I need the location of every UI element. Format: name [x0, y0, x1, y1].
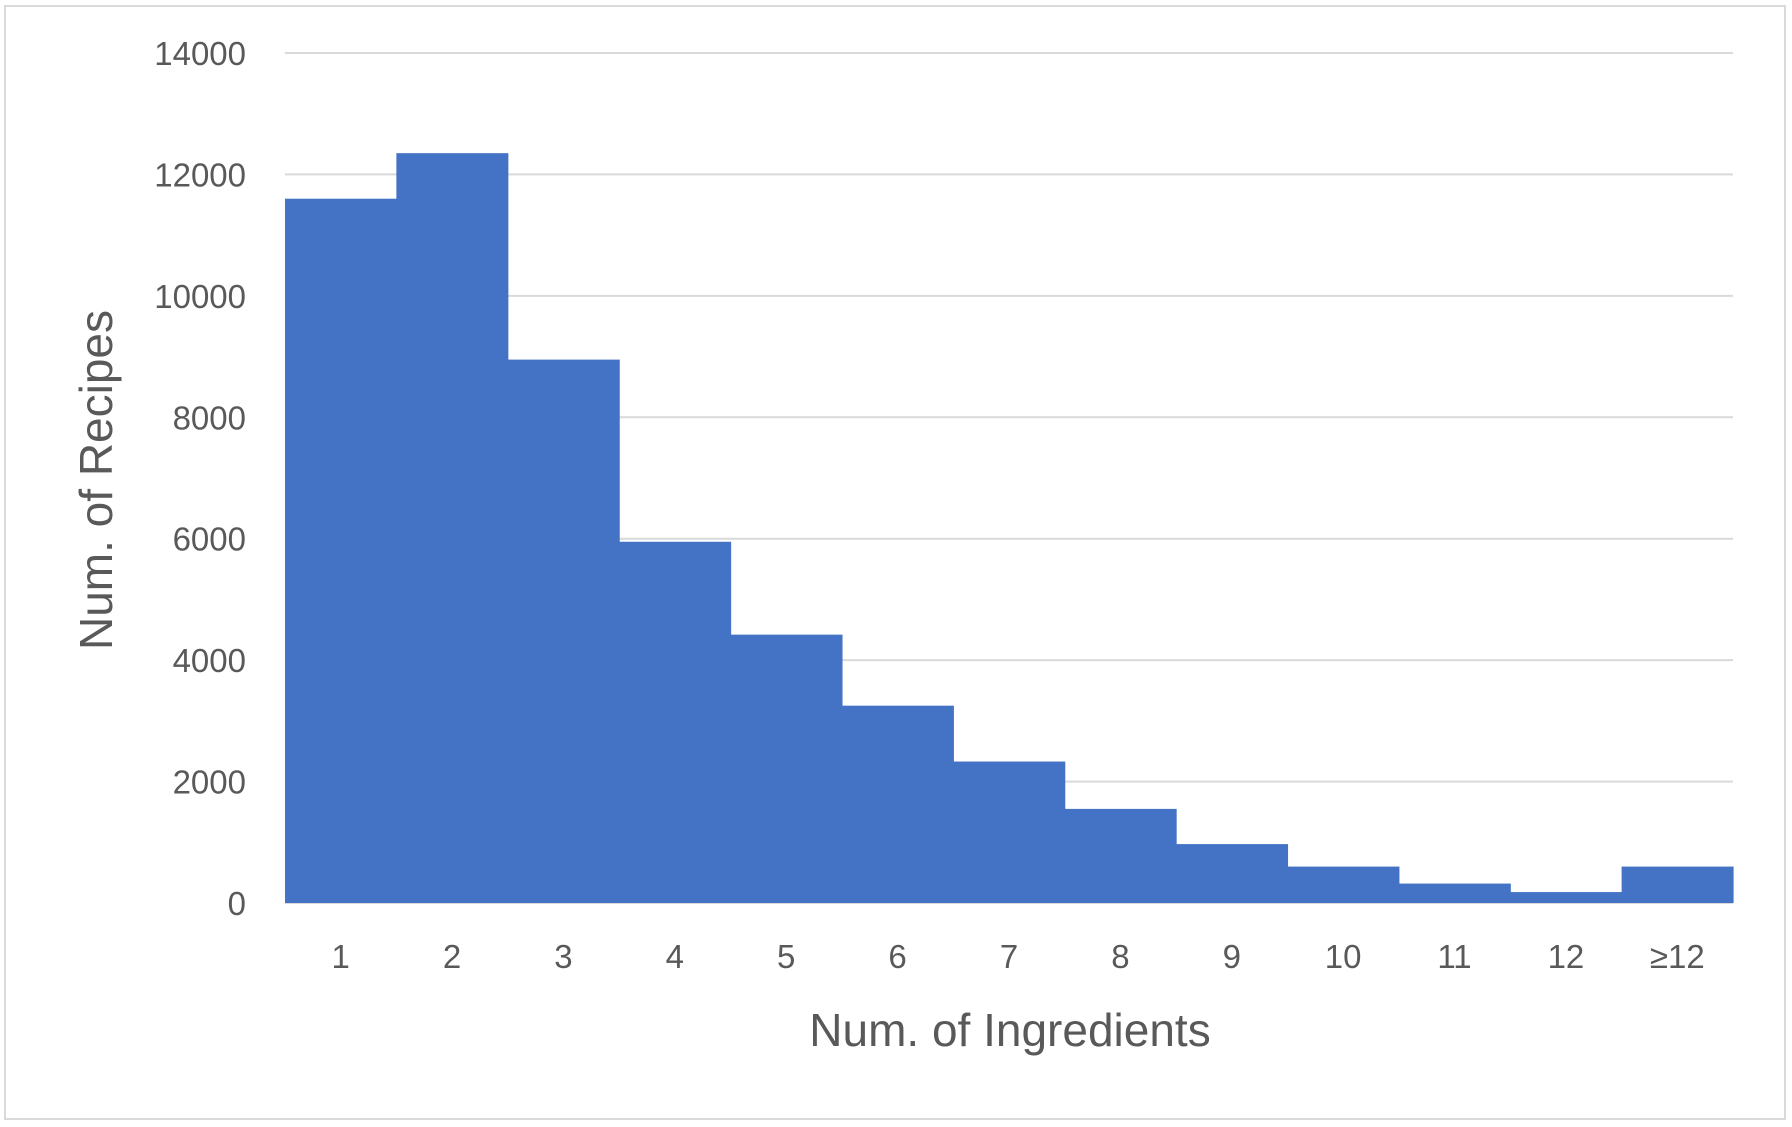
bar [1287, 866, 1400, 903]
y-tick-label: 14000 [154, 35, 246, 72]
x-tick-label: 12 [1548, 938, 1585, 975]
bars [285, 153, 1734, 903]
bar [619, 541, 732, 903]
x-tick-label: 10 [1325, 938, 1362, 975]
x-tick-label: 6 [888, 938, 906, 975]
bar [953, 761, 1066, 903]
y-tick-label: 6000 [173, 521, 246, 558]
x-tick-label: 7 [1000, 938, 1018, 975]
x-tick-label: 9 [1223, 938, 1241, 975]
bar [730, 634, 843, 903]
y-tick-label: 8000 [173, 399, 246, 436]
x-tick-label: 2 [443, 938, 461, 975]
bar [841, 705, 954, 903]
x-tick-label: ≥12 [1650, 938, 1705, 975]
bar [1398, 883, 1511, 903]
y-tick-label: 2000 [173, 764, 246, 801]
y-axis-title: Num. of Recipes [70, 310, 122, 650]
x-axis-title: Num. of Ingredients [809, 1004, 1210, 1056]
y-tick-labels: 0 2000 4000 6000 8000 10000 12000 14000 [154, 35, 246, 922]
x-tick-label: 1 [332, 938, 350, 975]
y-tick-label: 10000 [154, 278, 246, 315]
bar [1176, 844, 1289, 903]
y-tick-label: 12000 [154, 156, 246, 193]
x-tick-label: 11 [1437, 938, 1471, 975]
bar [285, 198, 397, 903]
bar [396, 153, 509, 903]
y-tick-label: 0 [228, 885, 246, 922]
x-tick-label: 8 [1111, 938, 1129, 975]
x-tick-label: 5 [777, 938, 795, 975]
bar [1510, 892, 1623, 903]
y-tick-label: 4000 [173, 642, 246, 679]
x-tick-labels: 1 2 3 4 5 6 7 8 9 10 11 12 ≥12 [332, 938, 1705, 975]
bar [1621, 866, 1734, 903]
x-tick-label: 3 [554, 938, 572, 975]
bar [1064, 808, 1177, 903]
bar [507, 359, 620, 903]
x-tick-label: 4 [666, 938, 684, 975]
